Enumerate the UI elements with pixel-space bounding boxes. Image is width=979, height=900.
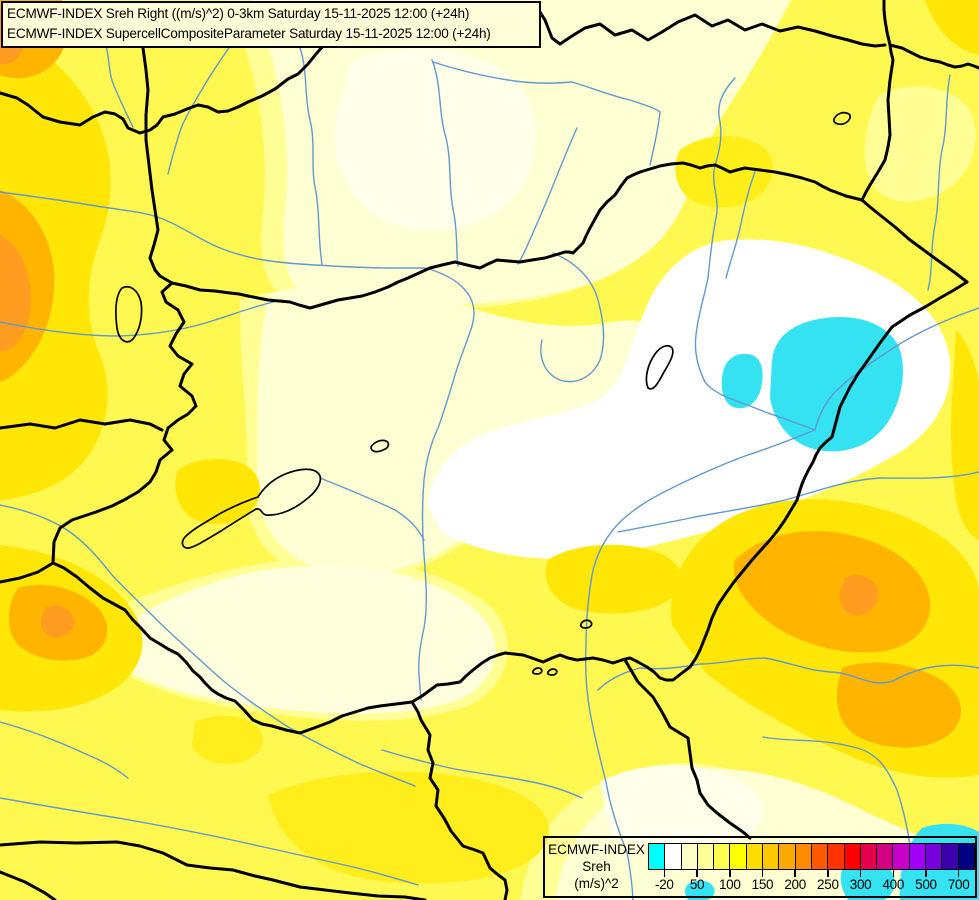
border-bottom-left <box>0 870 57 900</box>
contour-deep-orange <box>0 8 879 639</box>
legend-tick-label: 500 <box>915 877 937 892</box>
title-box: ECMWF-INDEX Sreh Right ((m/s)^2) 0-3km S… <box>1 1 541 48</box>
legend-tick <box>663 870 666 877</box>
legend-tick <box>925 870 927 877</box>
legend-tick <box>729 870 731 877</box>
lake-velence <box>370 439 390 453</box>
legend-title-line2: Sreh <box>582 859 611 874</box>
border-sava <box>0 840 427 900</box>
legend-tick <box>892 870 894 877</box>
legend-tick-label: 400 <box>882 877 905 892</box>
legend-color-cell <box>942 844 959 869</box>
title-line-2: ECMWF-INDEX SupercellCompositeParameter … <box>7 26 491 41</box>
border-hungary-north <box>170 161 864 310</box>
border-ne-branch <box>888 43 979 70</box>
border-serbia-romania <box>623 658 752 840</box>
legend-tick-label: 100 <box>718 877 741 892</box>
lake-ferto <box>115 285 143 343</box>
legend-title-line3: (m/s)^2 <box>574 876 619 891</box>
legend-color-cell <box>697 844 715 869</box>
legend-color-cell <box>958 844 974 869</box>
lake-balaton <box>181 468 322 549</box>
legend-color-cell <box>746 844 764 869</box>
lake-ne-pond <box>833 111 852 126</box>
legend-color-cell <box>649 844 666 869</box>
legend-tick-label: 200 <box>784 877 806 892</box>
legend-tick <box>794 870 796 877</box>
river-tisza <box>584 77 816 900</box>
legend-color-cell <box>893 844 910 869</box>
border-croatia-serbia <box>410 700 509 900</box>
legend-tick <box>761 870 764 877</box>
legend: ECMWF-INDEX Sreh (m/s)^2 -20 50 100 150 200 2… <box>543 836 977 898</box>
legend-tick <box>696 870 698 877</box>
legend-color-cell <box>828 844 845 869</box>
legend-tick-label: 250 <box>817 877 839 892</box>
contour-cyan <box>685 317 979 900</box>
legend-title: ECMWF-INDEX Sreh (m/s)^2 <box>545 841 648 892</box>
legend-color-cell <box>795 844 812 869</box>
border-nw-vertical <box>141 46 174 285</box>
legend-color-cell <box>665 844 682 869</box>
legend-color-cell <box>860 844 878 869</box>
legend-color-cell <box>877 844 894 869</box>
legend-tick <box>859 870 862 877</box>
legend-color-cell <box>926 844 943 869</box>
legend-color-cell <box>909 844 927 869</box>
legend-color-cell <box>730 844 747 869</box>
legend-tick-label: -20 <box>655 877 674 892</box>
legend-title-line1: ECMWF-INDEX <box>548 842 645 857</box>
legend-tick-label: 300 <box>849 877 872 892</box>
legend-color-cell <box>763 844 780 869</box>
river-danube <box>0 191 475 701</box>
lakes <box>115 111 852 676</box>
legend-color-cell <box>844 844 861 869</box>
legend-color-bar <box>648 843 975 870</box>
title-line-1: ECMWF-INDEX Sreh Right ((m/s)^2) 0-3km S… <box>7 6 470 21</box>
legend-color-cell <box>714 844 731 869</box>
legend-color-cell <box>811 844 829 869</box>
lake-tisza <box>645 344 674 390</box>
border-hungary <box>51 280 969 735</box>
legend-color-cell <box>681 844 698 869</box>
contour-near-white <box>334 48 763 850</box>
legend-tick <box>827 870 829 877</box>
legend-tick-label: 700 <box>947 877 970 892</box>
legend-tick-label: 50 <box>689 877 705 892</box>
legend-color-cell <box>779 844 796 869</box>
legend-tick-label: 150 <box>751 877 774 892</box>
border-slovenia-croatia <box>0 561 55 584</box>
border-austria-slovenia <box>0 418 164 432</box>
legend-tick <box>957 870 960 877</box>
